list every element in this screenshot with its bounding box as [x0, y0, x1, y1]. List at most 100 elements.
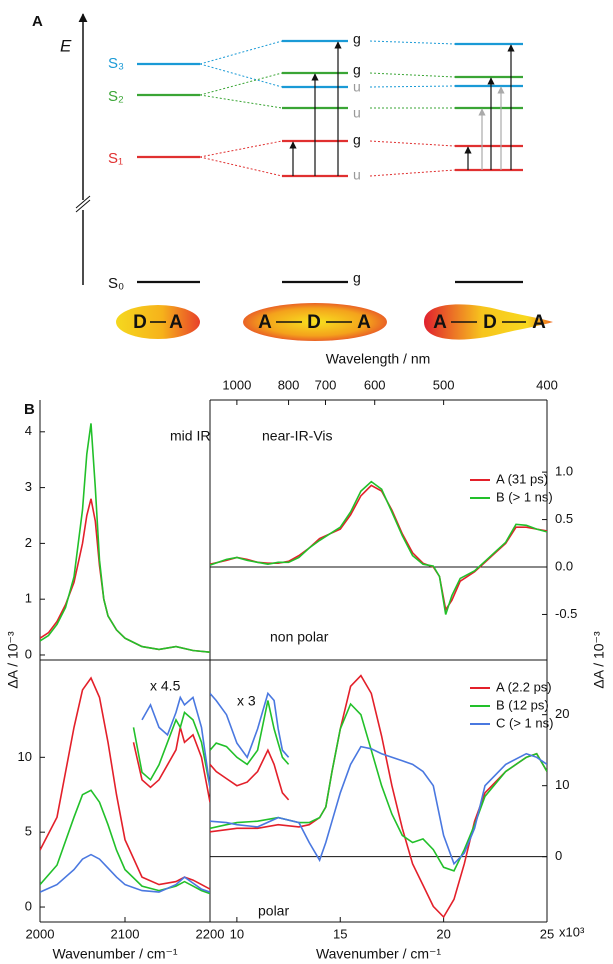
series-line: [132, 727, 210, 803]
y-tick-label: 3: [25, 479, 32, 494]
series-line: [40, 498, 210, 653]
y-tick-label: 1.0: [555, 464, 573, 479]
y-tick-label: 1: [25, 591, 32, 606]
annotation: non polar: [270, 629, 329, 645]
x2-axis-label: Wavelength / nm: [326, 351, 431, 367]
series-line: [210, 700, 290, 766]
annotation: x 3: [237, 693, 256, 709]
x-exponent: x10³: [559, 924, 585, 939]
legend-label: B (12 ps): [496, 697, 549, 712]
symmetry-label: g: [353, 62, 361, 78]
axis-break: [75, 195, 91, 209]
molecule-letter: D: [483, 312, 497, 333]
molecule-letter: A: [433, 312, 447, 333]
state-label: S₀: [108, 275, 124, 292]
symmetry-label: g: [353, 132, 361, 148]
y-tick-label: 4: [25, 423, 32, 438]
x-tick-label: 2000: [26, 926, 55, 941]
levels: [137, 39, 523, 284]
dashed-line: [199, 140, 283, 158]
series-line: [210, 691, 290, 759]
axis-break: [75, 199, 91, 213]
x-tick-label: 10: [230, 926, 244, 941]
y-tick-label: 10: [555, 777, 569, 792]
x-axis-label: Wavenumber / cm⁻¹: [52, 946, 177, 962]
symmetry-label: u: [353, 79, 361, 95]
x-tick-label: 25: [540, 926, 554, 941]
x2-tick-label: 700: [315, 377, 337, 392]
dashed-line: [369, 140, 456, 147]
dashed-line: [199, 40, 283, 65]
dashed-line: [369, 72, 456, 78]
y-tick-label: 0.0: [555, 558, 573, 573]
x-tick-label: 2200: [196, 926, 225, 941]
series-line: [40, 676, 210, 890]
x-tick-label: 20: [436, 926, 450, 941]
x2-tick-label: 1000: [222, 377, 251, 392]
series-line: [210, 748, 290, 801]
legend-label: A (2.2 ps): [496, 679, 552, 694]
symmetry-label: g: [353, 270, 361, 286]
legend-label: C (> 1 ns): [496, 715, 553, 730]
state-label: S₁: [108, 150, 123, 167]
dashed-line: [199, 94, 283, 109]
x2-tick-label: 500: [433, 377, 455, 392]
legend-label: B (> 1 ns): [496, 489, 553, 504]
x-tick-label: 15: [333, 926, 347, 941]
y-tick-label: -0.5: [555, 606, 577, 621]
series-line: [210, 745, 547, 866]
annotation: mid IR: [170, 428, 210, 444]
molecule-shape: [424, 304, 553, 340]
state-label: S₂: [108, 88, 124, 105]
y-axis-label: ΔA / 10⁻³: [591, 631, 607, 689]
x-tick-label: 2100: [111, 926, 140, 941]
y-tick-label: 20: [555, 706, 569, 721]
symmetry-label: u: [353, 105, 361, 121]
y-tick-label: 10: [18, 749, 32, 764]
molecule-letter: A: [258, 312, 272, 333]
x2-tick-label: 600: [364, 377, 386, 392]
molecule-letter: A: [169, 312, 183, 333]
energy-label: E: [60, 36, 72, 55]
series-line: [40, 789, 210, 895]
transitions: [289, 41, 515, 176]
symmetry-label: g: [353, 31, 361, 47]
x-axis-label: Wavenumber / cm⁻¹: [316, 946, 441, 962]
annotation: x 4.5: [150, 678, 181, 694]
y-tick-label: 0: [555, 848, 562, 863]
molecule-letter: A: [532, 312, 546, 333]
series-line: [132, 710, 210, 788]
panel-label: A: [32, 13, 43, 30]
annotation: near-IR-Vis: [262, 428, 333, 444]
molecule-letter: A: [357, 312, 371, 333]
series-line: [40, 423, 210, 653]
correlation-lines: [199, 40, 456, 177]
energy-diagram: A E: [32, 13, 553, 341]
symmetry-label: u: [353, 167, 361, 183]
y-tick-label: 0: [25, 898, 32, 913]
dashed-line: [369, 85, 456, 88]
molecule-shape: [243, 303, 387, 341]
legend-label: A (31 ps): [496, 471, 548, 486]
y-axis-label: ΔA / 10⁻³: [5, 631, 21, 689]
x2-tick-label: 400: [536, 377, 558, 392]
y-tick-label: 0.5: [555, 511, 573, 526]
dashed-line: [199, 156, 283, 177]
y-tick-label: 0: [25, 646, 32, 661]
y-tick-label: 5: [25, 824, 32, 839]
molecule-letter: D: [133, 312, 147, 333]
panel-label: B: [24, 401, 35, 418]
molecule-labels: D A A D A A D A: [133, 312, 546, 333]
dashed-line: [199, 63, 283, 88]
molecule-letter: D: [307, 312, 321, 333]
state-label: S₃: [108, 55, 124, 72]
series-line: [141, 695, 210, 788]
dashed-line: [369, 40, 456, 45]
y-tick-label: 2: [25, 535, 32, 550]
series-line: [210, 480, 547, 615]
dashed-line: [369, 169, 456, 177]
series-line: [40, 853, 210, 893]
x2-tick-label: 800: [278, 377, 300, 392]
